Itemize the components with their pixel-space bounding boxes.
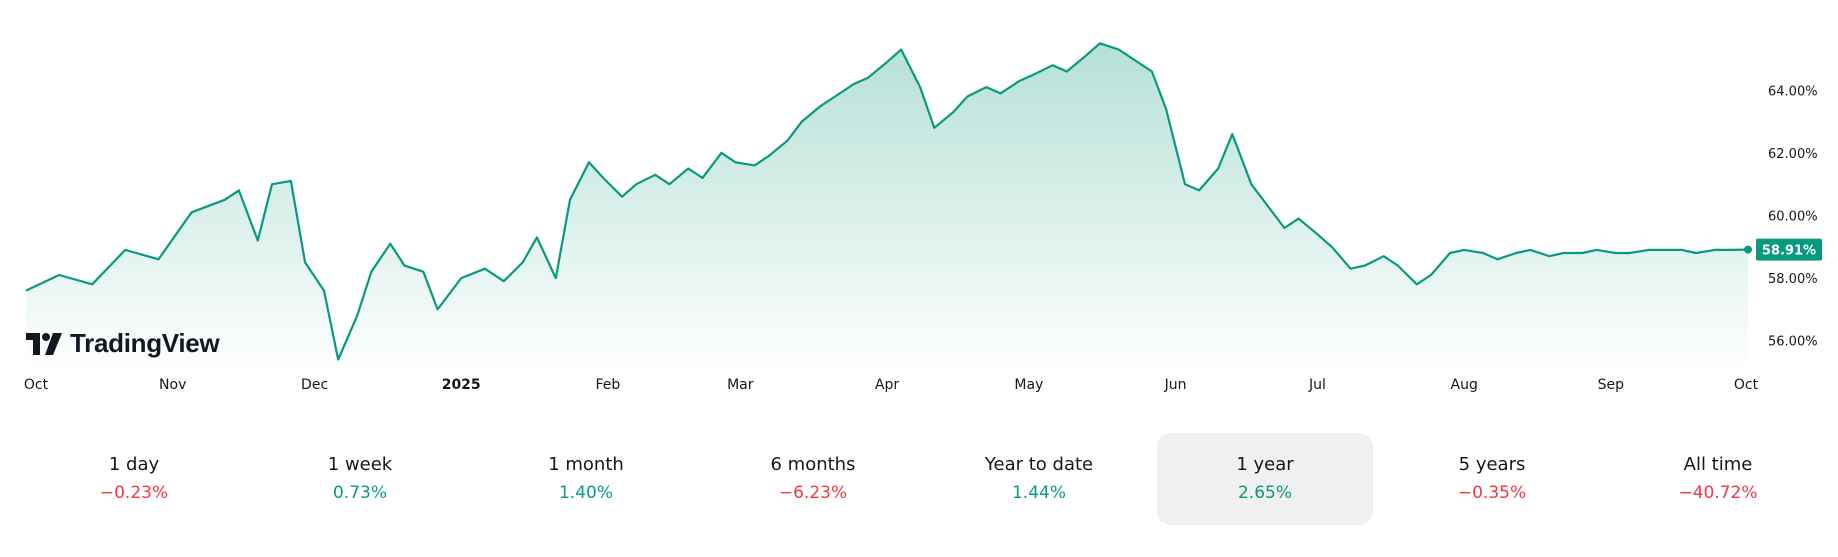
x-tick-label: Mar xyxy=(727,377,754,393)
tradingview-logo-icon xyxy=(26,332,62,355)
period-year-to-date[interactable]: Year to date 1.44% xyxy=(931,433,1147,525)
period-1-week[interactable]: 1 week 0.73% xyxy=(252,433,468,525)
x-tick-label: Dec xyxy=(301,377,328,393)
x-tick-label: Sep xyxy=(1598,377,1625,393)
x-tick-label: Jul xyxy=(1308,377,1326,393)
area-chart: Oct Nov Dec 2025 Feb Mar Apr May Jun Jul Aug Sep Oct… xyxy=(24,42,1822,393)
x-tick-label: Feb xyxy=(596,377,621,393)
period-label: 1 year xyxy=(1236,454,1294,475)
period-change-value: 0.73% xyxy=(332,483,387,503)
y-tick-label: 56.00% xyxy=(1768,335,1818,350)
period-label: All time xyxy=(1683,454,1753,475)
period-label: Year to date xyxy=(984,454,1094,475)
y-tick-label: 58.00% xyxy=(1768,272,1818,287)
y-tick-label: 64.00% xyxy=(1768,84,1818,99)
price-line xyxy=(25,42,1749,361)
x-tick-label: May xyxy=(1014,377,1043,393)
period-label: 1 week xyxy=(327,454,393,475)
period-change-value: −0.23% xyxy=(99,483,169,503)
x-tick-label: Aug xyxy=(1451,377,1478,393)
x-tick-label: 2025 xyxy=(442,377,481,393)
period-change-value: −40.72% xyxy=(1678,483,1758,503)
period-change-value: −0.35% xyxy=(1457,483,1527,503)
y-tick-label: 62.00% xyxy=(1768,147,1818,162)
last-value-label: 58.91% xyxy=(1762,244,1816,259)
x-tick-label: Oct xyxy=(1734,377,1759,393)
x-tick-label: Jun xyxy=(1164,377,1187,393)
period-label: 5 years xyxy=(1458,454,1526,475)
y-tick-label: 60.00% xyxy=(1768,210,1818,225)
period-1-year[interactable]: 1 year 2.65% xyxy=(1157,433,1373,525)
tradingview-logo: TradingView xyxy=(26,328,220,359)
period-1-month[interactable]: 1 month 1.40% xyxy=(478,433,694,525)
period-label: 6 months xyxy=(770,454,856,475)
period-all-time[interactable]: All time −40.72% xyxy=(1610,433,1826,525)
x-tick-label: Nov xyxy=(159,377,186,393)
period-label: 1 month xyxy=(548,454,624,475)
period-selector: 1 day −0.23% 1 week 0.73% 1 month 1.40% 6 mont… xyxy=(0,433,1838,525)
period-label: 1 day xyxy=(108,454,160,475)
period-5-years[interactable]: 5 years −0.35% xyxy=(1384,433,1600,525)
period-6-months[interactable]: 6 months −6.23% xyxy=(705,433,921,525)
last-point-marker xyxy=(1744,245,1752,254)
x-tick-label: Apr xyxy=(875,377,899,393)
logo-text: TradingView xyxy=(70,328,220,358)
period-change-value: 2.65% xyxy=(1237,483,1292,503)
last-value-badge xyxy=(1756,238,1822,261)
period-change-value: 1.40% xyxy=(558,483,613,503)
period-change-value: −6.23% xyxy=(778,483,848,503)
area-fill xyxy=(26,43,1748,373)
period-change-value: 1.44% xyxy=(1011,483,1066,503)
x-tick-label: Oct xyxy=(24,377,49,393)
period-1-day[interactable]: 1 day −0.23% xyxy=(26,433,242,525)
